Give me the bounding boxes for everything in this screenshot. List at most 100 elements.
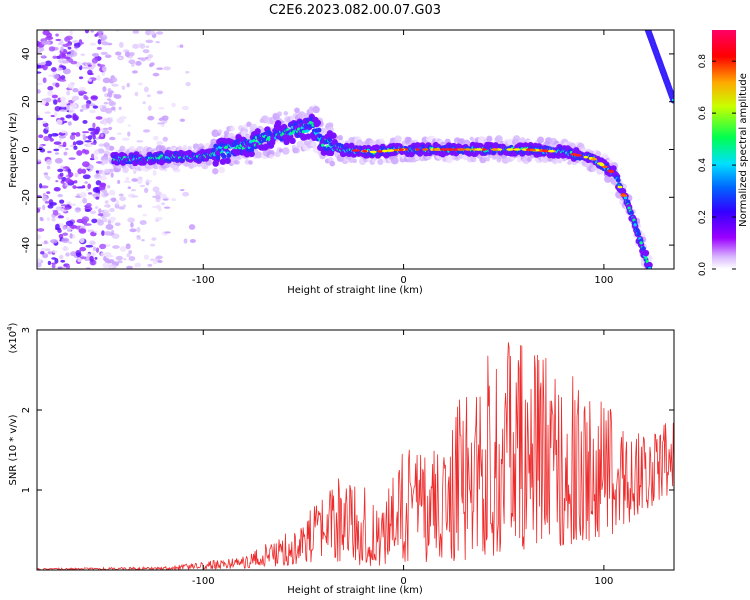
spectrogram-hotspot — [506, 148, 514, 151]
spectrogram-noise-speck — [159, 193, 167, 199]
spectrogram-halo — [294, 147, 300, 154]
spectrogram-noise-speck — [60, 259, 66, 263]
spectrogram-halo — [119, 145, 126, 152]
spectrogram-noise-speck — [38, 134, 44, 139]
spectrogram-noise-speck — [49, 137, 54, 142]
snr-xtick-label: 100 — [594, 576, 613, 587]
spectrogram-noise-speck — [95, 161, 103, 164]
spectrogram-noise-speck — [97, 219, 104, 226]
spectrogram-noise-speck — [121, 137, 130, 141]
spectrogram-noise-speck — [79, 246, 87, 252]
spectrogram-noise-speck — [112, 245, 120, 249]
spectrogram-noise-speck — [55, 206, 63, 211]
spectrogram-noise-speck — [41, 120, 47, 124]
spectrogram-noise-speck — [102, 127, 109, 130]
spectrogram-noise-speck — [45, 36, 54, 41]
spectrogram-hotspot — [386, 149, 393, 152]
spectrogram-noise-speck — [67, 83, 74, 89]
spectrogram-ridge-band — [625, 199, 631, 205]
spectrogram-noise-speck — [155, 204, 162, 210]
spectrogram-noise-speck — [52, 55, 58, 59]
spectrogram-noise-speck — [88, 78, 92, 82]
spectrogram-noise-speck — [128, 250, 132, 255]
spectrogram-noise-speck — [90, 210, 97, 214]
spectrogram-noise-speck — [98, 208, 102, 214]
spectrogram-noise-speck — [135, 60, 142, 66]
spectrogram-noise-speck — [141, 239, 145, 242]
spectrogram-noise-speck — [83, 144, 88, 147]
spectrogram-noise-speck — [87, 127, 96, 132]
spectrogram-halo — [310, 142, 316, 147]
spectrogram-noise-speck — [118, 57, 123, 60]
spectrogram-noise-speck — [145, 39, 154, 44]
spectrogram-noise-speck — [77, 257, 82, 263]
spectrogram-noise-speck — [181, 105, 189, 111]
spectrogram-noise-speck — [102, 86, 107, 92]
spectrogram-noise-speck — [149, 258, 155, 261]
spectrogram-noise-speck — [44, 201, 50, 204]
spectrogram-xtick-label: -100 — [192, 275, 215, 286]
spectrogram-noise-speck — [102, 77, 111, 84]
colorbar-tick-label: 0.4 — [698, 158, 708, 173]
spectrogram-noise-speck — [40, 251, 45, 255]
spectrogram-noise-speck — [53, 73, 60, 80]
spectrogram-noise-speck — [57, 145, 63, 149]
spectrogram-noise-speck — [85, 244, 94, 248]
spectrogram-noise-speck — [50, 239, 58, 244]
spectrogram-noise-speck — [127, 131, 131, 137]
spectrogram-noise-speck — [51, 257, 57, 260]
spectrogram-noise-speck — [157, 260, 163, 263]
spectrogram-ridge-band — [348, 142, 355, 150]
spectrogram-noise-speck — [84, 140, 92, 143]
spectrogram-noise-speck — [127, 124, 132, 127]
spectrogram-noise-speck — [85, 96, 89, 101]
spectrogram-noise-speck — [81, 216, 90, 223]
spectrogram-noise-speck — [104, 231, 112, 236]
snr-series-line — [37, 342, 674, 570]
spectrogram-ridge-band — [215, 155, 221, 160]
snr-ytick-label: 3 — [21, 327, 32, 333]
spectrogram-noise-speck — [103, 101, 109, 105]
spectrogram-noise-speck — [51, 67, 57, 73]
colorbar-ticks: 0.0 0.2 0.4 0.6 0.8 — [698, 54, 736, 276]
spectrogram-noise-speck — [55, 38, 62, 42]
spectrogram-noise-speck — [70, 251, 77, 257]
spectrogram-noise-speck — [87, 69, 93, 75]
spectrogram-noise-speck — [91, 218, 98, 224]
spectrogram-noise-speck — [60, 75, 66, 80]
spectrogram-noise-speck — [69, 30, 73, 36]
snr-scale-suffix: ) — [8, 322, 19, 326]
spectrogram-noise-speck — [42, 253, 49, 259]
spectrogram-hotspot — [547, 149, 555, 153]
spectrogram-halo — [212, 168, 219, 175]
spectrogram-noise-speck — [142, 129, 151, 133]
spectrogram-noise-speck — [67, 46, 72, 50]
spectrogram-ridge-band — [615, 177, 621, 183]
spectrogram-image — [37, 30, 674, 269]
spectrogram-noise-speck — [45, 97, 52, 103]
spectrogram-noise-speck — [46, 217, 51, 221]
spectrogram-noise-speck — [73, 145, 78, 150]
spectrogram-noise-speck — [82, 197, 88, 204]
spectrogram-noise-speck — [58, 138, 63, 142]
spectrogram-noise-speck — [92, 187, 100, 193]
spectrogram-noise-speck — [84, 149, 90, 155]
spectrogram-halo — [406, 136, 412, 143]
spectrogram-noise-speck — [78, 76, 84, 80]
spectrogram-noise-speck — [71, 132, 76, 136]
spectrogram-noise-speck — [65, 35, 73, 41]
spectrogram-noise-speck — [43, 135, 50, 142]
spectrogram-noise-speck — [103, 251, 112, 258]
colorbar-tick-label: 0.8 — [698, 54, 708, 69]
spectrogram-ridge-core — [301, 130, 306, 134]
spectrogram-noise-speck — [45, 126, 50, 130]
spectrogram-halo — [394, 135, 402, 144]
spectrogram-noise-speck — [69, 103, 78, 109]
snr-scale-exponent: 4 — [6, 326, 14, 331]
spectrogram-noise-speck — [47, 150, 52, 154]
spectrogram-noise-speck — [128, 256, 136, 262]
spectrogram-noise-speck — [37, 48, 41, 52]
spectrogram-noise-speck — [131, 178, 139, 182]
spectrogram-noise-speck — [80, 53, 86, 56]
spectrogram-hotspot — [475, 148, 483, 151]
